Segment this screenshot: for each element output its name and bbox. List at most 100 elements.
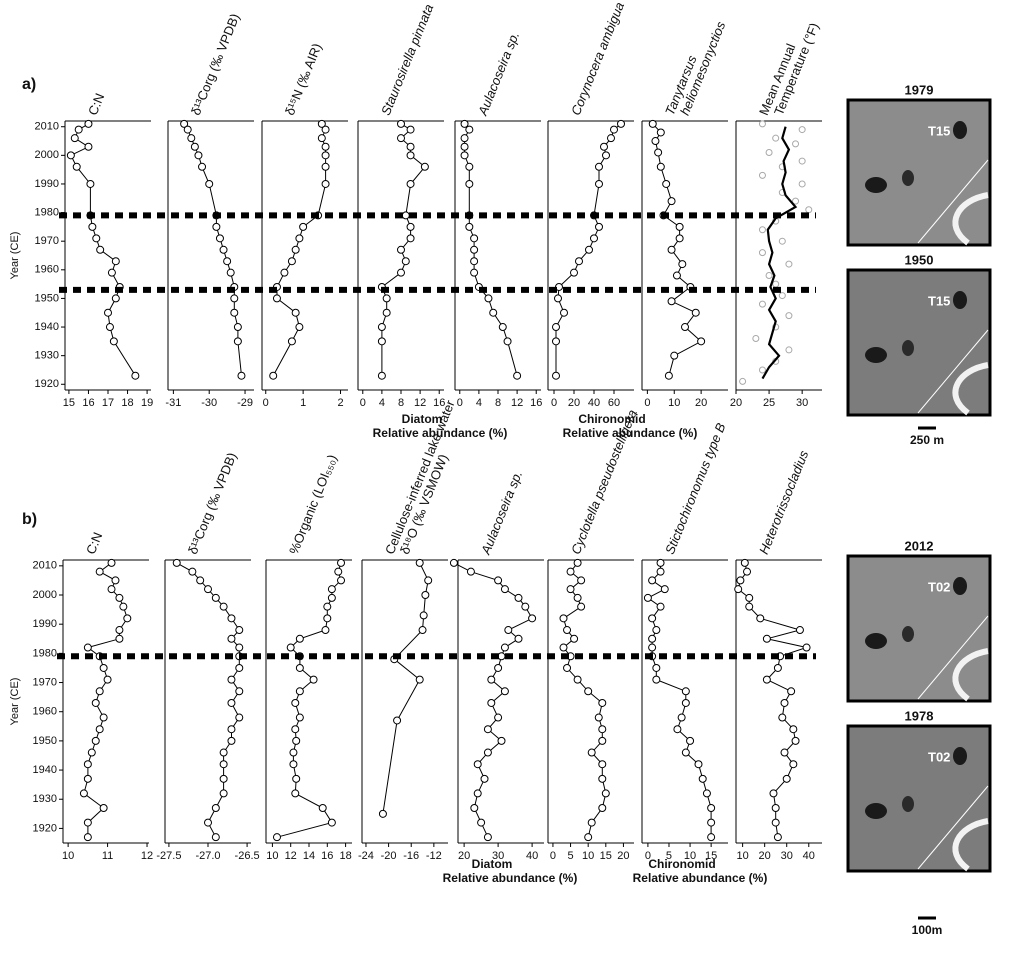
x-tick-label: -30: [201, 397, 217, 409]
data-point: [100, 804, 107, 811]
data-point: [420, 612, 427, 619]
x-tick-label: 30: [796, 397, 808, 409]
data-point: [290, 761, 297, 768]
photo-lake: [865, 177, 887, 193]
data-point: [184, 126, 191, 133]
data-point: [281, 269, 288, 276]
x-tick-label: 10: [736, 850, 748, 862]
data-point: [708, 804, 715, 811]
data-point: [466, 126, 473, 133]
data-point: [227, 269, 234, 276]
data-point: [601, 143, 608, 150]
data-point: [759, 250, 765, 256]
data-point: [671, 352, 678, 359]
data-point: [655, 149, 662, 156]
data-point: [515, 594, 522, 601]
data-point: [695, 761, 702, 768]
data-point: [653, 676, 660, 683]
data-point: [806, 207, 812, 213]
data-point: [425, 577, 432, 584]
data-point: [571, 269, 578, 276]
data-point: [553, 324, 560, 331]
data-point: [746, 603, 753, 610]
data-point: [653, 627, 660, 634]
data-point: [763, 676, 770, 683]
x-tick-label: 16: [321, 850, 333, 862]
photo-lake: [902, 170, 914, 186]
y-tick-label: 1990: [33, 618, 57, 630]
data-point: [781, 699, 788, 706]
data-point: [220, 246, 227, 253]
group-name: Diatom: [472, 857, 513, 871]
x-tick-label: 20: [568, 397, 580, 409]
data-line: [564, 563, 606, 837]
data-point: [490, 309, 497, 316]
data-point: [228, 615, 235, 622]
data-point: [292, 699, 299, 706]
data-point: [87, 180, 94, 187]
data-point: [110, 338, 117, 345]
data-point: [741, 559, 748, 566]
data-point: [474, 761, 481, 768]
photo-lake: [902, 340, 914, 356]
data-point: [216, 235, 223, 242]
data-point: [657, 559, 664, 566]
x-tick-label: 17: [102, 397, 114, 409]
data-point: [228, 635, 235, 642]
data-point: [105, 309, 112, 316]
data-point: [757, 615, 764, 622]
data-point: [322, 180, 329, 187]
panel-title: δ¹⁵N (‰ AIR): [282, 41, 324, 117]
data-point: [97, 246, 104, 253]
scale-label: 250 m: [910, 433, 944, 447]
data-point: [682, 688, 689, 695]
data-point: [461, 152, 468, 159]
x-tick-label: 0: [644, 397, 650, 409]
x-tick-label: 2: [337, 397, 343, 409]
data-point: [173, 559, 180, 566]
x-tick-label: 12: [511, 397, 523, 409]
data-point: [322, 627, 329, 634]
data-point: [599, 804, 606, 811]
photo-site: T02: [928, 579, 950, 594]
data-point: [205, 819, 212, 826]
data-point: [796, 627, 803, 634]
data-point: [292, 309, 299, 316]
data-point: [596, 163, 603, 170]
data-point: [206, 180, 213, 187]
x-tick-label: 16: [530, 397, 542, 409]
x-tick-label: -24: [358, 850, 374, 862]
data-point: [383, 309, 390, 316]
data-point: [708, 819, 715, 826]
data-point: [786, 261, 792, 267]
data-point: [735, 586, 742, 593]
data-point: [236, 688, 243, 695]
data-point: [398, 269, 405, 276]
x-tick-label: 20: [695, 397, 707, 409]
data-point: [471, 258, 478, 265]
data-point: [466, 180, 473, 187]
data-point: [319, 804, 326, 811]
x-tick-label: 0: [551, 397, 557, 409]
data-point: [71, 135, 78, 142]
data-point: [398, 120, 405, 127]
data-point: [699, 775, 706, 782]
data-point: [328, 819, 335, 826]
panel-title: δ¹³Corg (‰ VPDB): [185, 450, 239, 556]
data-point: [322, 163, 329, 170]
photo-lake: [953, 577, 967, 595]
data-point: [553, 338, 560, 345]
data-point: [228, 676, 235, 683]
y-tick-label: 1950: [35, 292, 59, 304]
y-tick-label: 1970: [33, 676, 57, 688]
data-point: [234, 324, 241, 331]
x-tick-label: -29: [237, 397, 253, 409]
data-line: [653, 124, 701, 376]
data-point: [338, 577, 345, 584]
y-tick-label: 2000: [35, 149, 59, 161]
data-point: [484, 726, 491, 733]
data-point: [416, 676, 423, 683]
data-point: [560, 644, 567, 651]
data-point: [555, 295, 562, 302]
data-point: [407, 180, 414, 187]
